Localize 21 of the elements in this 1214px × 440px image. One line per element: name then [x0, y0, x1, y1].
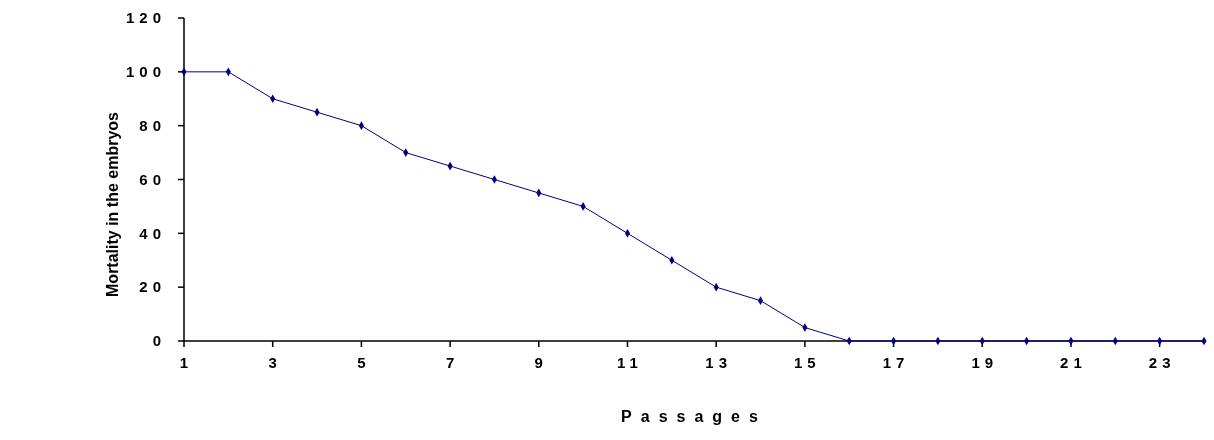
x-axis-title: Passages	[621, 408, 767, 425]
y-tick-label: 80	[139, 116, 166, 134]
y-tick-label: 60	[139, 170, 166, 188]
y-tick-label: 40	[139, 224, 166, 242]
x-tick-label: 11	[617, 354, 643, 371]
x-tick-label: 3	[268, 354, 282, 371]
x-tick-label: 17	[882, 354, 910, 371]
y-tick-label: 100	[125, 63, 166, 81]
y-tick-label: 0	[152, 332, 166, 350]
x-tick-label: 13	[705, 354, 733, 371]
y-tick-label: 120	[125, 9, 166, 27]
x-tick-label: 1	[179, 354, 194, 371]
x-tick-label: 19	[971, 354, 999, 371]
x-tick-label: 21	[1060, 354, 1087, 371]
x-tick-label: 15	[794, 354, 821, 371]
x-tick-label: 23	[1148, 354, 1176, 371]
x-tick-label: 7	[445, 354, 460, 371]
y-axis-title: Mortality in the embryos	[104, 111, 121, 297]
x-tick-label: 9	[534, 354, 548, 371]
x-tick-label: 5	[357, 354, 371, 371]
y-tick-label: 20	[139, 278, 166, 296]
